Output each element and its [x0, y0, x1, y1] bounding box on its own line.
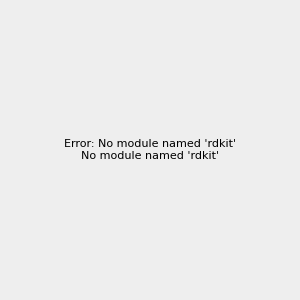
Text: Error: No module named 'rdkit'
No module named 'rdkit': Error: No module named 'rdkit' No module… [64, 139, 236, 161]
